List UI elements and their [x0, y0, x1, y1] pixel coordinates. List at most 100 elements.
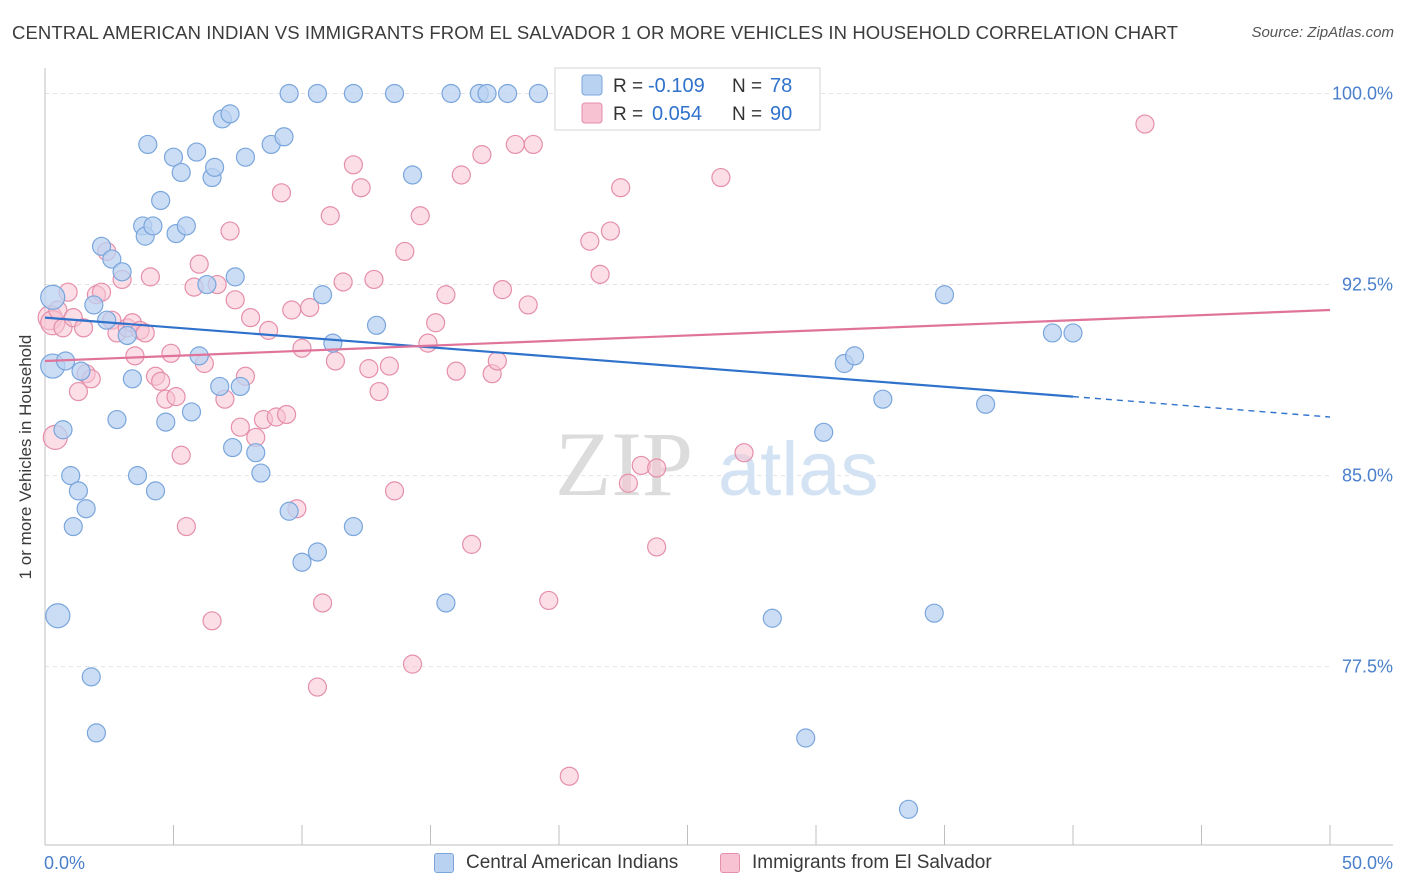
data-point-pink — [462, 534, 482, 554]
data-point-blue — [1063, 323, 1083, 343]
source-label: Source: ZipAtlas.com — [1251, 24, 1394, 41]
data-point-pink — [364, 269, 384, 290]
legend-n-label-blue: N = — [732, 76, 762, 97]
data-point-pink — [161, 343, 181, 363]
data-point-pink — [276, 404, 297, 425]
legend-r-value-pink: 0.054 — [652, 103, 702, 125]
data-point-blue — [223, 437, 243, 458]
data-point-pink — [472, 145, 492, 165]
data-point-blue — [84, 295, 104, 315]
data-point-blue — [63, 516, 83, 537]
data-point-blue — [796, 728, 816, 748]
data-point-blue — [81, 667, 101, 687]
data-point-pink — [343, 155, 363, 175]
data-point-blue — [924, 603, 944, 623]
data-point-blue — [187, 142, 207, 162]
data-point-pink — [166, 387, 186, 407]
legend-r-label-pink: R = — [613, 104, 643, 125]
data-point-blue — [156, 412, 176, 432]
data-point-blue — [235, 147, 256, 167]
data-point-pink — [590, 264, 610, 284]
data-point-blue — [436, 593, 456, 613]
legend-item-immigrants-el-salvador[interactable]: Immigrants from El Salvador — [720, 852, 992, 874]
data-point-blue — [441, 83, 461, 104]
data-point-blue — [176, 216, 196, 236]
data-point-blue — [145, 481, 166, 501]
data-point-blue — [307, 83, 328, 104]
legend-item-central-american-indians[interactable]: Central American Indians — [434, 852, 678, 874]
data-point-pink — [140, 267, 160, 287]
data-point-pink — [151, 371, 171, 391]
data-point-pink — [241, 308, 261, 328]
legend-label-central-american-indians: Central American Indians — [466, 852, 679, 873]
data-point-pink — [395, 241, 415, 262]
legend-n-value-pink: 90 — [770, 103, 792, 125]
data-point-blue — [205, 157, 225, 177]
data-point-pink — [505, 134, 525, 155]
data-point-pink — [359, 359, 379, 379]
trend-lines — [44, 308, 1331, 418]
data-point-pink — [292, 338, 312, 358]
data-point-pink — [384, 481, 405, 501]
data-point-pink — [271, 183, 292, 203]
data-point-blue — [71, 361, 91, 381]
watermark-zip: ZIP — [555, 413, 693, 515]
data-point-blue — [171, 162, 191, 183]
legend-n-value-blue: 78 — [770, 75, 792, 97]
trend-line-pink — [44, 308, 1331, 363]
data-point-pink — [523, 134, 543, 155]
legend-swatch-blue — [581, 74, 603, 96]
data-point-blue — [279, 83, 299, 104]
data-point-blue — [181, 402, 202, 422]
data-point-blue — [107, 409, 127, 430]
data-point-blue — [97, 310, 117, 330]
data-point-blue — [127, 466, 148, 486]
data-point-blue — [343, 516, 363, 537]
data-point-pink — [176, 516, 196, 537]
data-point-pink — [282, 300, 302, 320]
data-point-pink — [325, 351, 346, 371]
data-point-pink — [600, 221, 621, 241]
data-point-blue — [384, 83, 405, 104]
data-point-pink — [320, 206, 340, 226]
legend-swatch-pink — [581, 102, 603, 124]
data-point-blue — [68, 481, 89, 501]
data-point-blue — [477, 83, 497, 104]
legend-r-value-blue: -0.109 — [648, 75, 705, 97]
data-point-pink — [402, 654, 423, 674]
data-point-blue — [210, 376, 230, 397]
data-point-pink — [410, 206, 430, 226]
data-point-blue — [279, 501, 299, 521]
data-point-blue — [246, 443, 266, 463]
data-point-pink — [333, 272, 353, 292]
trend-line-blue — [44, 316, 1074, 398]
legend-swatch-immigrants-el-salvador — [720, 853, 740, 873]
data-point-pink — [230, 417, 250, 437]
data-point-pink — [426, 313, 446, 333]
data-point-blue — [976, 394, 996, 414]
legend-label-immigrants-el-salvador: Immigrants from El Salvador — [752, 852, 992, 873]
data-point-pink — [580, 231, 600, 251]
data-point-pink — [220, 221, 240, 241]
data-point-blue — [53, 420, 73, 440]
data-point-pink — [300, 297, 320, 318]
data-point-pink — [611, 178, 631, 198]
series-legend: Central American Indians Immigrants from… — [0, 852, 1406, 878]
data-point-pink — [202, 611, 222, 631]
y-axis-label: 1 or more Vehicles in Household — [16, 335, 35, 580]
data-point-blue — [61, 466, 81, 486]
data-point-blue — [86, 723, 107, 743]
x-tick-label: 50.0% — [1342, 853, 1393, 873]
data-point-pink — [734, 443, 754, 463]
data-point-blue — [873, 389, 893, 409]
legend-n-label-pink: N = — [732, 104, 762, 125]
data-point-pink — [1135, 114, 1155, 134]
y-tick-label: 85.0% — [1342, 466, 1393, 486]
data-point-pink — [559, 766, 579, 786]
data-point-blue — [762, 608, 782, 628]
data-point-pink — [258, 320, 279, 340]
data-point-blue — [934, 285, 955, 305]
data-point-pink — [451, 165, 471, 185]
data-point-blue — [844, 346, 865, 366]
